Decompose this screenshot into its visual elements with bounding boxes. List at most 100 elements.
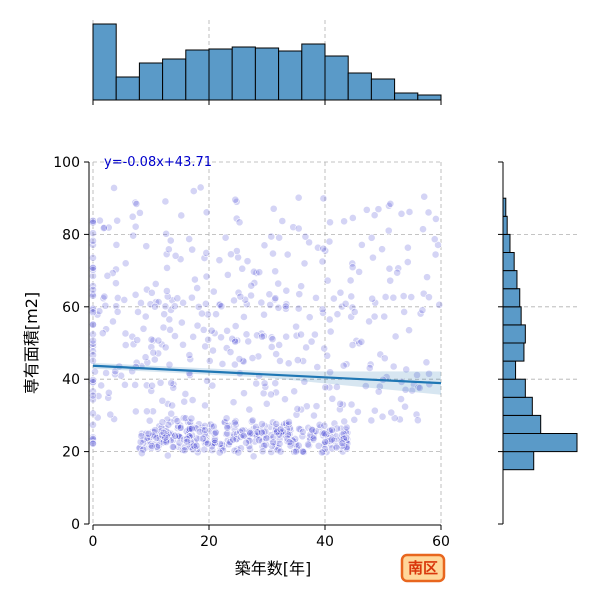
scatter-point bbox=[201, 342, 210, 351]
scatter-point bbox=[260, 310, 268, 319]
scatter-point bbox=[215, 448, 224, 457]
scatter-point bbox=[145, 416, 154, 425]
scatter-point bbox=[131, 407, 140, 416]
scatter-point bbox=[258, 420, 266, 428]
histogram-bar-x bbox=[185, 49, 210, 101]
scatter-point bbox=[367, 233, 376, 242]
scatter-point bbox=[112, 240, 121, 249]
scatter-point bbox=[113, 216, 122, 225]
scatter-point bbox=[203, 376, 211, 385]
scatter-point bbox=[200, 254, 209, 262]
scatter-point bbox=[384, 226, 393, 235]
histogram-bar-y bbox=[502, 252, 515, 272]
scatter-point bbox=[370, 406, 379, 415]
scatter-point bbox=[201, 401, 209, 410]
scatter-point bbox=[275, 341, 284, 349]
scatter-point bbox=[347, 400, 356, 409]
scatter-point bbox=[267, 343, 276, 351]
scatter-point bbox=[209, 287, 218, 296]
histogram-bar-x bbox=[278, 50, 303, 101]
scatter-point bbox=[100, 223, 109, 232]
scatter-point bbox=[269, 204, 278, 213]
scatter-point bbox=[332, 383, 341, 391]
scatter-point bbox=[240, 389, 248, 398]
scatter-point bbox=[420, 192, 429, 201]
scatter-point bbox=[142, 407, 151, 416]
scatter-point bbox=[332, 443, 341, 452]
scatter-point bbox=[242, 330, 251, 339]
scatter-point bbox=[211, 428, 220, 437]
scatter-point bbox=[235, 355, 244, 363]
histogram-bar-y bbox=[502, 360, 517, 380]
scatter-point bbox=[244, 337, 253, 346]
scatter-point bbox=[419, 225, 427, 234]
scatter-point bbox=[405, 326, 413, 335]
scatter-point bbox=[223, 423, 232, 432]
scatter-point bbox=[285, 418, 293, 426]
scatter-point bbox=[313, 363, 322, 371]
scatter-point bbox=[253, 428, 262, 437]
histogram-bar-x bbox=[324, 55, 349, 101]
scatter-point bbox=[110, 184, 118, 192]
scatter-point bbox=[285, 438, 294, 447]
scatter-point bbox=[231, 195, 240, 204]
scatter-point bbox=[230, 360, 239, 369]
scatter-point bbox=[243, 257, 252, 266]
scatter-point bbox=[370, 211, 379, 220]
scatter-point bbox=[121, 329, 130, 338]
scatter-point bbox=[136, 438, 145, 446]
scatter-point bbox=[163, 451, 172, 460]
scatter-plot: 0 20 40 60 0 20 40 60 80 100 y=-0.08x+43.71 築年数[… bbox=[22, 155, 450, 578]
scatter-point bbox=[147, 335, 156, 344]
scatter-point bbox=[320, 421, 329, 430]
scatter-point bbox=[362, 205, 371, 214]
scatter-point bbox=[203, 439, 212, 448]
scatter-point bbox=[151, 302, 159, 311]
scatter-point bbox=[133, 336, 142, 344]
scatter-point bbox=[241, 295, 250, 304]
scatter-point bbox=[247, 417, 256, 426]
scatter-point bbox=[400, 308, 409, 316]
scatter-point bbox=[218, 360, 227, 368]
scatter-point bbox=[425, 369, 433, 378]
scatter-point bbox=[199, 325, 208, 334]
histogram-bar-x bbox=[417, 94, 442, 101]
scatter-point bbox=[425, 293, 433, 302]
histogram-bar-x bbox=[162, 58, 187, 101]
scatter-point bbox=[405, 208, 414, 216]
scatter-point bbox=[232, 197, 241, 206]
scatter-point bbox=[246, 445, 254, 454]
scatter-point bbox=[371, 298, 380, 307]
scatter-point bbox=[141, 353, 150, 362]
scatter-point bbox=[297, 282, 306, 291]
scatter-point bbox=[387, 408, 396, 417]
scatter-point bbox=[357, 240, 366, 249]
scatter-point bbox=[397, 209, 406, 218]
scatter-point bbox=[321, 383, 330, 392]
scatter-point bbox=[283, 250, 292, 259]
scatter-point bbox=[229, 398, 238, 407]
scatter-point bbox=[258, 447, 267, 456]
scatter-point bbox=[109, 317, 117, 326]
scatter-point bbox=[164, 245, 173, 254]
scatter-point bbox=[104, 388, 113, 397]
scatter-point bbox=[397, 395, 405, 403]
scatter-point bbox=[254, 352, 263, 361]
scatter-point bbox=[268, 335, 277, 344]
scatter-point bbox=[403, 258, 412, 266]
scatter-point bbox=[393, 268, 402, 277]
scatter-point bbox=[365, 364, 374, 372]
scatter-point bbox=[415, 384, 424, 392]
scatter-point bbox=[134, 308, 142, 316]
scatter-point bbox=[300, 259, 309, 268]
scatter-point bbox=[239, 357, 248, 366]
histogram-bar-y bbox=[502, 324, 526, 344]
scatter-point bbox=[200, 426, 209, 435]
scatter-point bbox=[319, 194, 328, 203]
scatter-point bbox=[381, 293, 390, 301]
scatter-point bbox=[407, 293, 416, 301]
scatter-point bbox=[391, 332, 400, 341]
scatter-point bbox=[111, 370, 119, 379]
scatter-point bbox=[282, 304, 290, 313]
